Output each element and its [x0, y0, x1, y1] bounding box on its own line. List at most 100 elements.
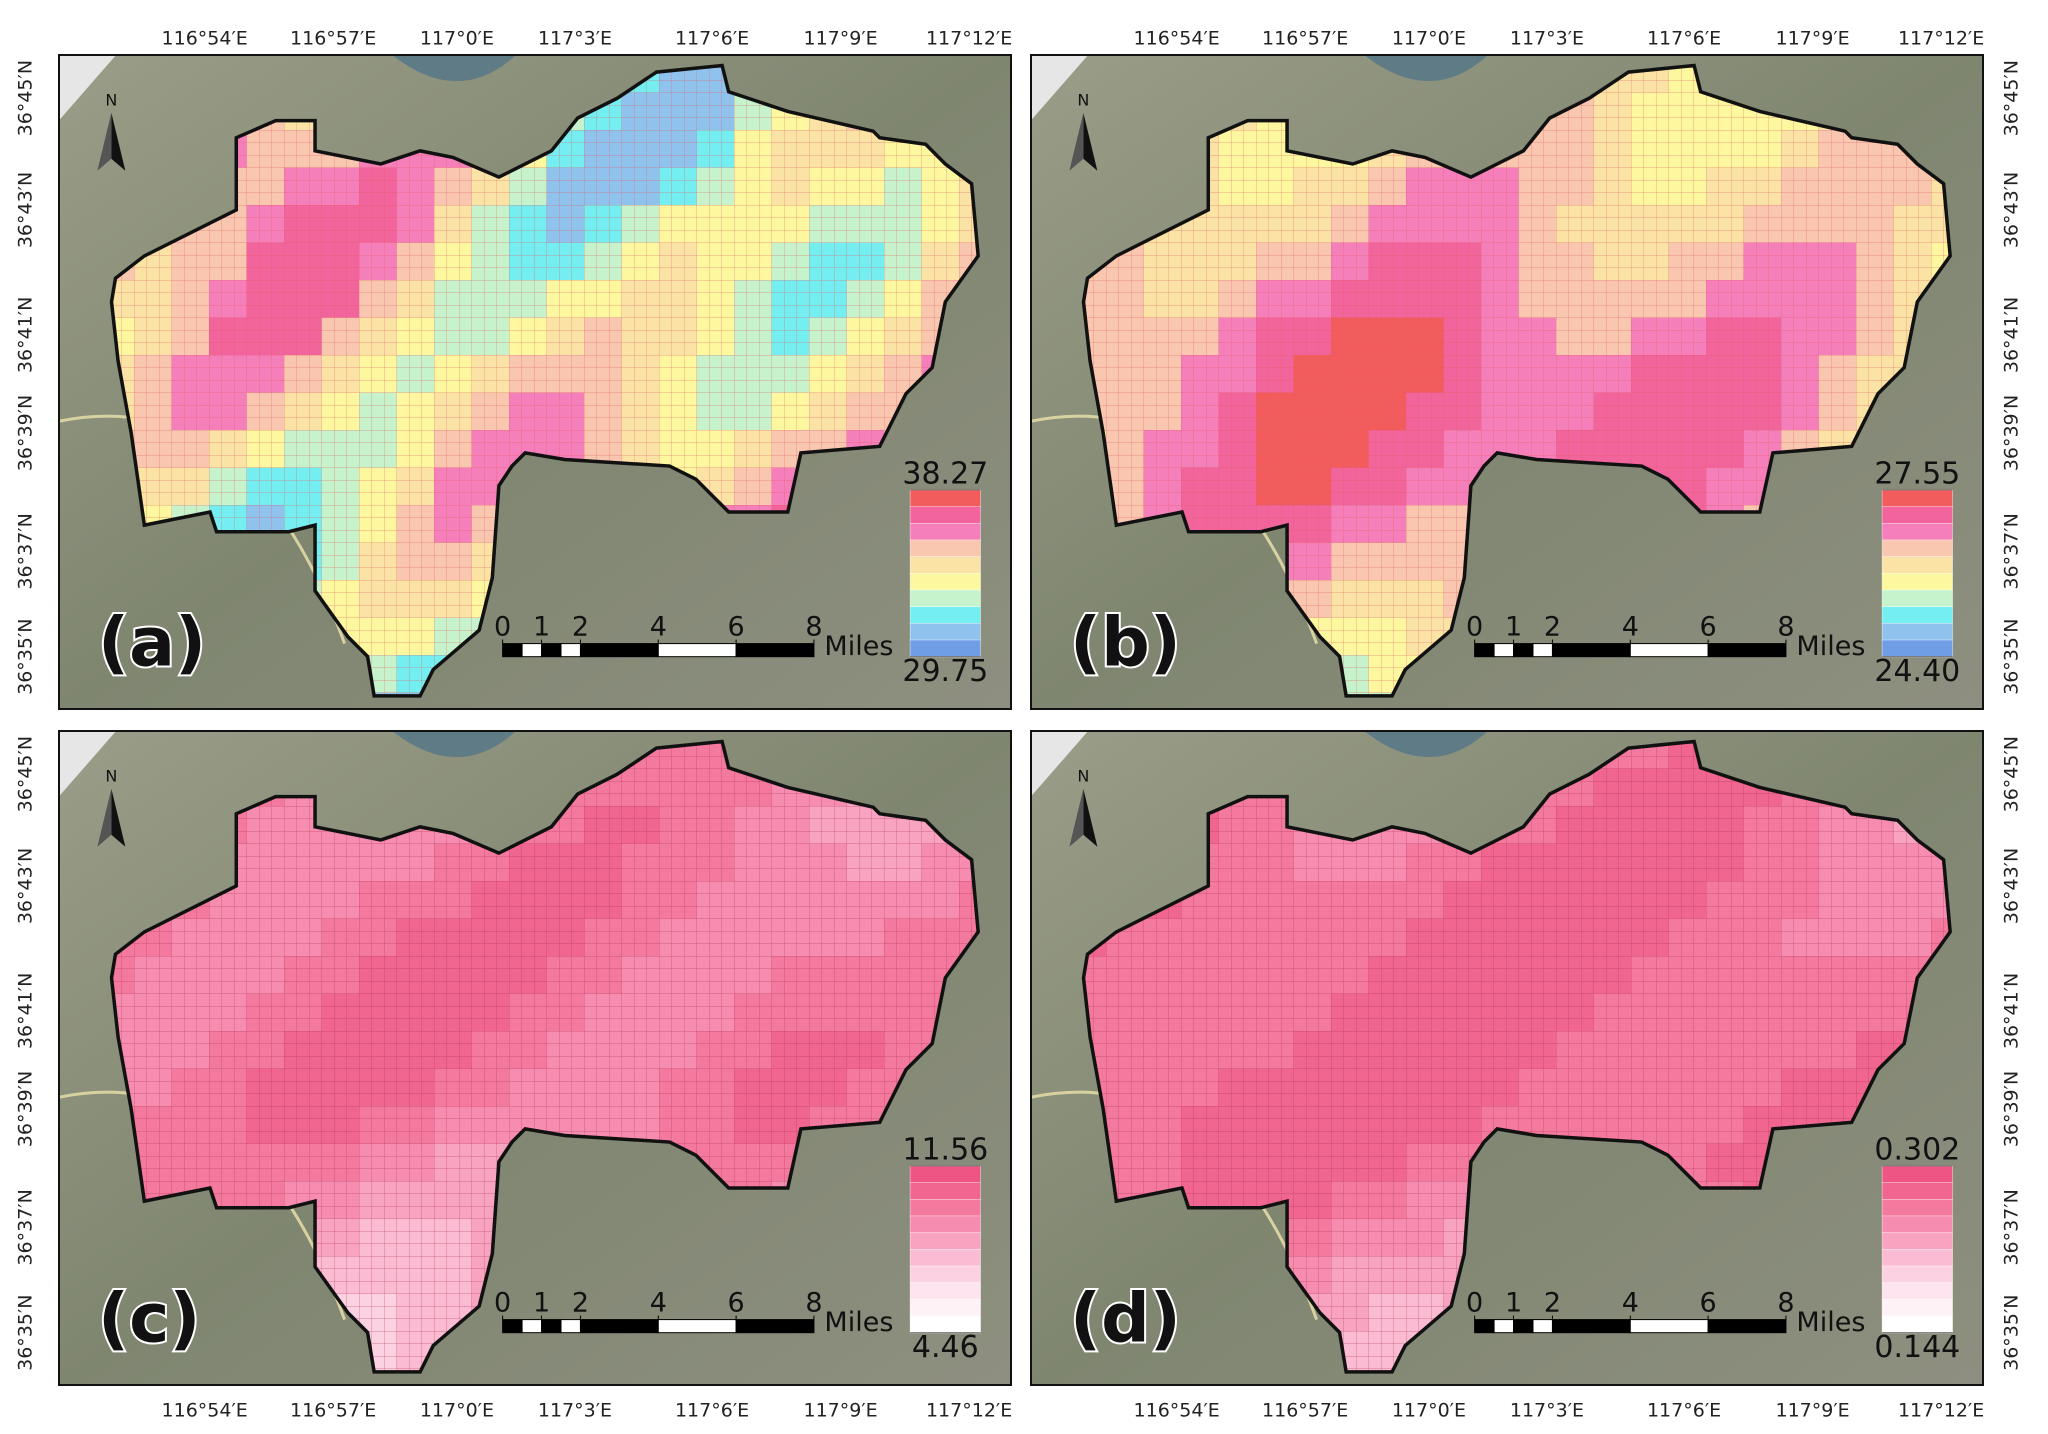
legend-swatch — [1881, 573, 1953, 591]
lon-label: 116°57′E — [290, 1400, 376, 1422]
region-outline — [109, 63, 980, 698]
legend-swatch — [909, 589, 981, 608]
lat-label: 36°43′N — [2001, 172, 2023, 248]
north-label: N — [1077, 90, 1089, 109]
scale-segment — [521, 643, 543, 658]
legend-swatch — [909, 1165, 981, 1184]
lon-label: 117°12′E — [926, 28, 1012, 50]
lat-label: 36°43′N — [15, 848, 37, 924]
north-arrow — [1083, 788, 1098, 847]
panel-label: (b) — [1070, 603, 1181, 682]
scale-label: 6 — [1700, 611, 1717, 642]
scale-label: 2 — [1544, 1287, 1561, 1318]
lat-label: 36°45′N — [15, 60, 37, 136]
scale-label: 0 — [494, 1287, 511, 1318]
lat-label: 36°37′N — [15, 513, 37, 589]
scale-label: 6 — [728, 611, 745, 642]
river — [1364, 55, 1488, 82]
panel-label: (a) — [98, 603, 206, 682]
legend-swatch — [909, 506, 981, 524]
frame — [1030, 54, 1984, 710]
lon-label: 117°6′E — [1647, 1400, 1721, 1422]
legend-swatch — [1881, 489, 1953, 508]
lon-label: 116°57′E — [1262, 28, 1348, 50]
scale-segment — [1629, 643, 1709, 658]
scale-segment — [1532, 1319, 1553, 1334]
scale-segment — [1707, 643, 1787, 658]
north-label: N — [105, 90, 117, 109]
lon-label: 116°57′E — [290, 28, 376, 50]
scale-label: 1 — [533, 1287, 550, 1318]
legend-swatch — [1881, 1249, 1953, 1267]
legend-min: 0.144 — [1874, 1330, 1960, 1365]
corner — [59, 55, 117, 121]
legend-swatch — [909, 606, 981, 624]
lat-label: 36°39′N — [2001, 395, 2023, 471]
scale-segment — [1474, 643, 1495, 658]
corner — [1031, 55, 1089, 121]
legend-swatch — [1881, 556, 1953, 574]
scale-label: 4 — [650, 611, 667, 642]
lon-label: 117°9′E — [803, 1400, 877, 1422]
scale-segment — [1493, 643, 1515, 658]
frame — [58, 730, 1012, 1386]
legend-max: 0.302 — [1874, 1132, 1960, 1167]
lat-label: 36°35′N — [15, 1294, 37, 1370]
legend-swatch — [909, 1299, 981, 1317]
scale-segment — [1513, 643, 1534, 658]
scale-segment — [541, 1319, 562, 1334]
north-label: N — [1077, 766, 1089, 785]
lat-label: 36°41′N — [2001, 297, 2023, 373]
lon-label: 117°0′E — [420, 28, 494, 50]
scale-segment — [579, 1319, 659, 1334]
north-label: N — [105, 766, 117, 785]
legend-swatch — [1881, 1265, 1953, 1284]
lon-label: 117°3′E — [1510, 28, 1584, 50]
lat-label: 36°45′N — [15, 736, 37, 812]
scale-segment — [735, 643, 815, 658]
panel-label: (d) — [1070, 1279, 1181, 1358]
frame — [58, 54, 1012, 710]
legend-swatch — [909, 1232, 981, 1250]
lat-label: 36°37′N — [15, 1189, 37, 1265]
corner — [59, 731, 117, 797]
legend-swatch — [909, 539, 981, 558]
lon-label: 116°54′E — [1134, 28, 1220, 50]
scale-segment — [521, 1319, 543, 1334]
region-outline — [1081, 739, 1952, 1374]
legend-swatch — [1881, 1215, 1953, 1234]
region-outline — [1081, 63, 1952, 698]
scale-segment — [502, 643, 523, 658]
scale-segment — [1551, 1319, 1631, 1334]
scale-label: 8 — [1777, 1287, 1794, 1318]
north-arrow — [111, 112, 126, 171]
lon-label: 117°6′E — [675, 1400, 749, 1422]
scale-segment — [1551, 643, 1631, 658]
legend-swatch — [1881, 1232, 1953, 1250]
lon-label: 117°6′E — [675, 28, 749, 50]
river — [1364, 731, 1488, 758]
legend-swatch — [1881, 623, 1953, 641]
scale-label: 1 — [1505, 1287, 1522, 1318]
scale-segment — [657, 1319, 737, 1334]
scale-label: 2 — [1544, 611, 1561, 642]
scale-segment — [735, 1319, 815, 1334]
scale-unit: Miles — [824, 631, 893, 662]
legend-max: 11.56 — [902, 1132, 988, 1167]
scale-segment — [541, 643, 562, 658]
legend-swatch — [909, 1215, 981, 1234]
corner — [1031, 731, 1089, 797]
scale-segment — [1513, 1319, 1534, 1334]
legend-swatch — [1881, 589, 1953, 608]
legend-max: 38.27 — [902, 456, 988, 491]
lat-label: 36°35′N — [2001, 618, 2023, 694]
lat-label: 36°35′N — [2001, 1294, 2023, 1370]
legend-swatch — [909, 1265, 981, 1284]
scale-segment — [1707, 1319, 1787, 1334]
river — [392, 55, 516, 82]
scale-segment — [1532, 643, 1553, 658]
